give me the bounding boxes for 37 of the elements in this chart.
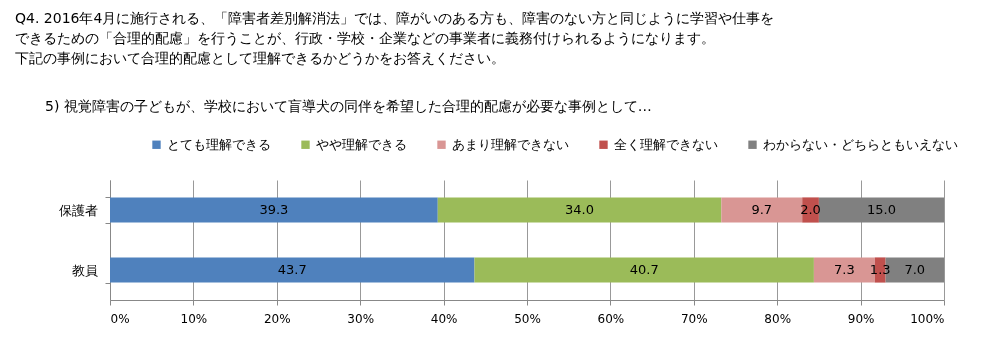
data-label: 43.7 [277,262,307,277]
bar [721,197,803,223]
x-tick-label: 80% [764,311,792,326]
text: 5) 視覚障害の子どもが、学校において盲導犬の同伴を希望した合理的配慮が必要な事例として… [45,98,652,116]
x-tick-label: 60% [597,311,625,326]
x-tick-label: 90% [847,311,875,326]
x-tick-label: 40% [430,311,458,326]
x-tick-label: 100% [910,311,945,326]
y-tick-label: 保護者 [58,202,98,218]
legend-label: 全く理解できない [614,136,718,152]
y-tick-label: 教員 [71,262,98,278]
bar [437,197,722,223]
data-label: 39.3 [259,202,289,217]
bar [110,257,475,283]
x-tick-label: 30% [347,311,375,326]
x-tick-label: 10% [180,311,208,326]
data-label: 7.3 [833,262,855,277]
x-tick-label: 20% [263,311,291,326]
data-label: 40.7 [629,262,659,277]
legend-label: あまり理解できない [452,136,569,152]
bar [818,197,944,223]
data-label: 15.0 [866,202,896,217]
data-label: 1.3 [869,262,891,277]
x-tick-label: 0% [110,311,130,326]
x-tick-label: 70% [680,311,708,326]
legend-label: わからない・どちらともいえない [763,136,958,152]
legend-label: やや理解できる [316,136,407,152]
data-label: 34.0 [565,202,595,217]
legend-label: とても理解できる [167,136,271,152]
data-label: 7.0 [904,262,926,277]
x-tick-label: 50% [514,311,541,326]
bar [474,257,814,283]
chart-subtitle: 下記の事例において合理的配慮として理解できるかどうかをお答えください。 [15,49,505,68]
bar [110,197,438,223]
chart-title: Q4. 2016年4月に施行される、「障害者差別解消法」では、障がいのある方も、障害のない方と同じように学習や仕事をできるための「合理的配慮」を行うことが、行政・学校・企業などの事業者に義務付けられるようになります。 [15,9,776,48]
data-label: 2.0 [800,202,821,217]
data-label: 9.7 [751,202,773,217]
